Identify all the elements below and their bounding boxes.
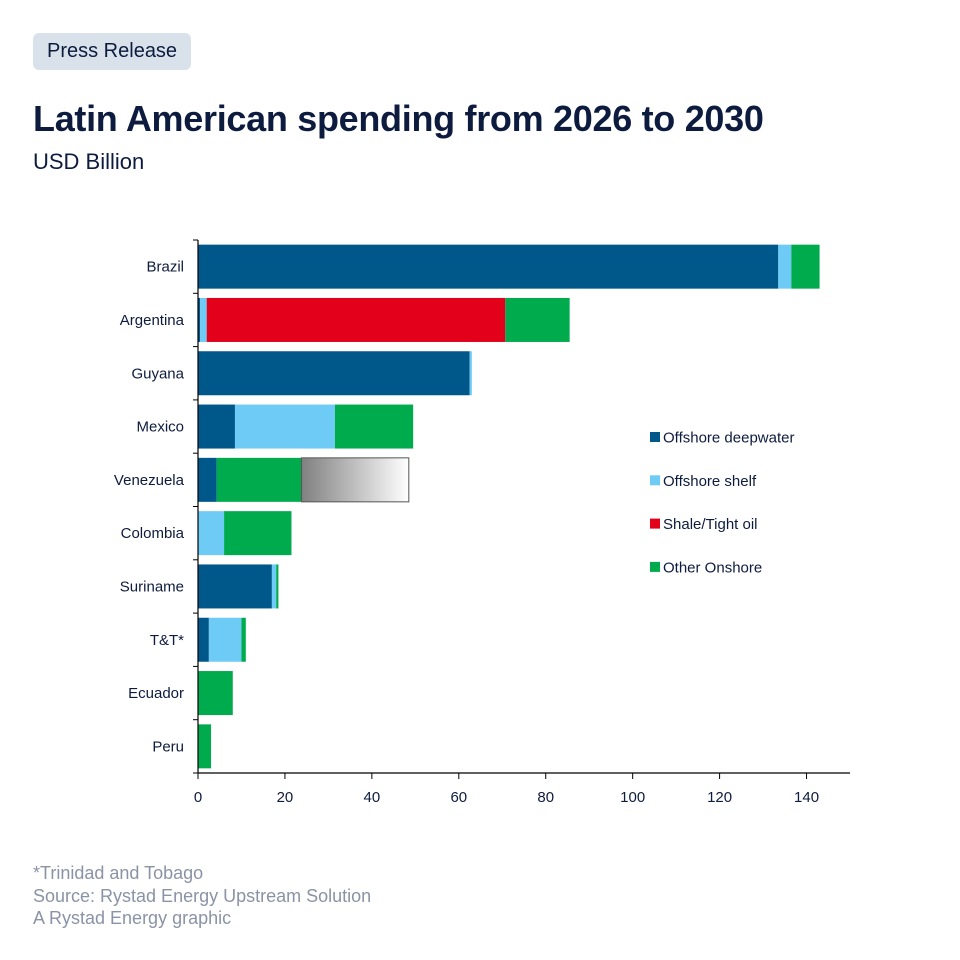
bar-colombia-offshore-shelf — [198, 511, 225, 556]
chart-subtitle: USD Billion — [33, 149, 145, 174]
legend-swatch-other-onshore — [650, 561, 660, 572]
chart-title: Latin American spending from 2026 to 203… — [33, 98, 764, 139]
source-note: Source: Rystad Energy Upstream Solution — [33, 885, 372, 906]
bar-suriname-offshore-shelf — [271, 564, 277, 609]
category-label-colombia: Colombia — [121, 525, 185, 542]
category-label-brazil: Brazil — [146, 259, 184, 276]
bar-venezuela-offshore-deepwater — [198, 457, 217, 502]
bar-t-t-offshore-shelf — [208, 617, 242, 662]
category-label-suriname: Suriname — [120, 578, 184, 595]
bar-suriname-other-onshore — [276, 564, 279, 609]
category-label-peru: Peru — [152, 738, 184, 755]
bar-mexico-other-onshore — [334, 404, 414, 449]
category-label-ecuador: Ecuador — [128, 685, 184, 702]
bar-venezuela-other-onshore — [216, 457, 302, 502]
legend-swatch-shale-tight-oil — [650, 518, 660, 529]
bar-argentina-other-onshore — [505, 297, 570, 342]
category-label-t-t: T&T* — [150, 632, 184, 649]
bar-argentina-offshore-shelf — [200, 297, 207, 342]
bar-guyana-offshore-deepwater — [198, 351, 470, 396]
x-tick-label: 140 — [794, 789, 819, 806]
x-tick-label: 60 — [450, 789, 467, 806]
bar-t-t-other-onshore — [241, 617, 246, 662]
legend-label-offshore-deepwater: Offshore deepwater — [663, 430, 794, 447]
legend-label-offshore-shelf: Offshore shelf — [663, 473, 757, 490]
venezuela-highlight-box — [300, 457, 410, 503]
x-tick-label: 100 — [620, 789, 645, 806]
bar-guyana-offshore-shelf — [469, 351, 472, 396]
bar-peru-other-onshore — [198, 724, 212, 769]
bar-t-t-offshore-deepwater — [198, 617, 209, 662]
x-tick-label: 0 — [194, 789, 202, 806]
category-label-mexico: Mexico — [136, 419, 184, 436]
footnote: *Trinidad and Tobago — [33, 863, 204, 883]
bar-brazil-offshore-deepwater — [198, 244, 779, 289]
bar-mexico-offshore-deepwater — [198, 404, 235, 449]
x-tick-label: 80 — [537, 789, 554, 806]
x-tick-label: 40 — [364, 789, 381, 806]
bar-argentina-shale-tight-oil — [206, 297, 506, 342]
legend-swatch-offshore-shelf — [650, 475, 660, 486]
bar-colombia-other-onshore — [224, 511, 292, 556]
bar-suriname-offshore-deepwater — [198, 564, 272, 609]
x-tick-label: 20 — [277, 789, 294, 806]
bar-brazil-other-onshore — [791, 244, 820, 289]
bar-ecuador-other-onshore — [198, 671, 233, 716]
category-label-venezuela: Venezuela — [114, 472, 185, 489]
credit-note: A Rystad Energy graphic — [33, 908, 232, 928]
legend-label-other-onshore: Other Onshore — [663, 559, 762, 576]
legend-label-shale-tight-oil: Shale/Tight oil — [663, 516, 758, 533]
category-label-argentina: Argentina — [120, 312, 185, 329]
bar-brazil-offshore-shelf — [778, 244, 792, 289]
footer: *Trinidad and Tobago Source: Rystad Ener… — [33, 862, 371, 930]
bar-argentina-offshore-deepwater — [198, 297, 201, 342]
category-label-guyana: Guyana — [131, 365, 184, 382]
legend-swatch-offshore-deepwater — [650, 432, 660, 442]
bar-mexico-offshore-shelf — [234, 404, 335, 449]
x-tick-label: 120 — [707, 789, 732, 806]
press-release-badge: Press Release — [33, 33, 192, 70]
